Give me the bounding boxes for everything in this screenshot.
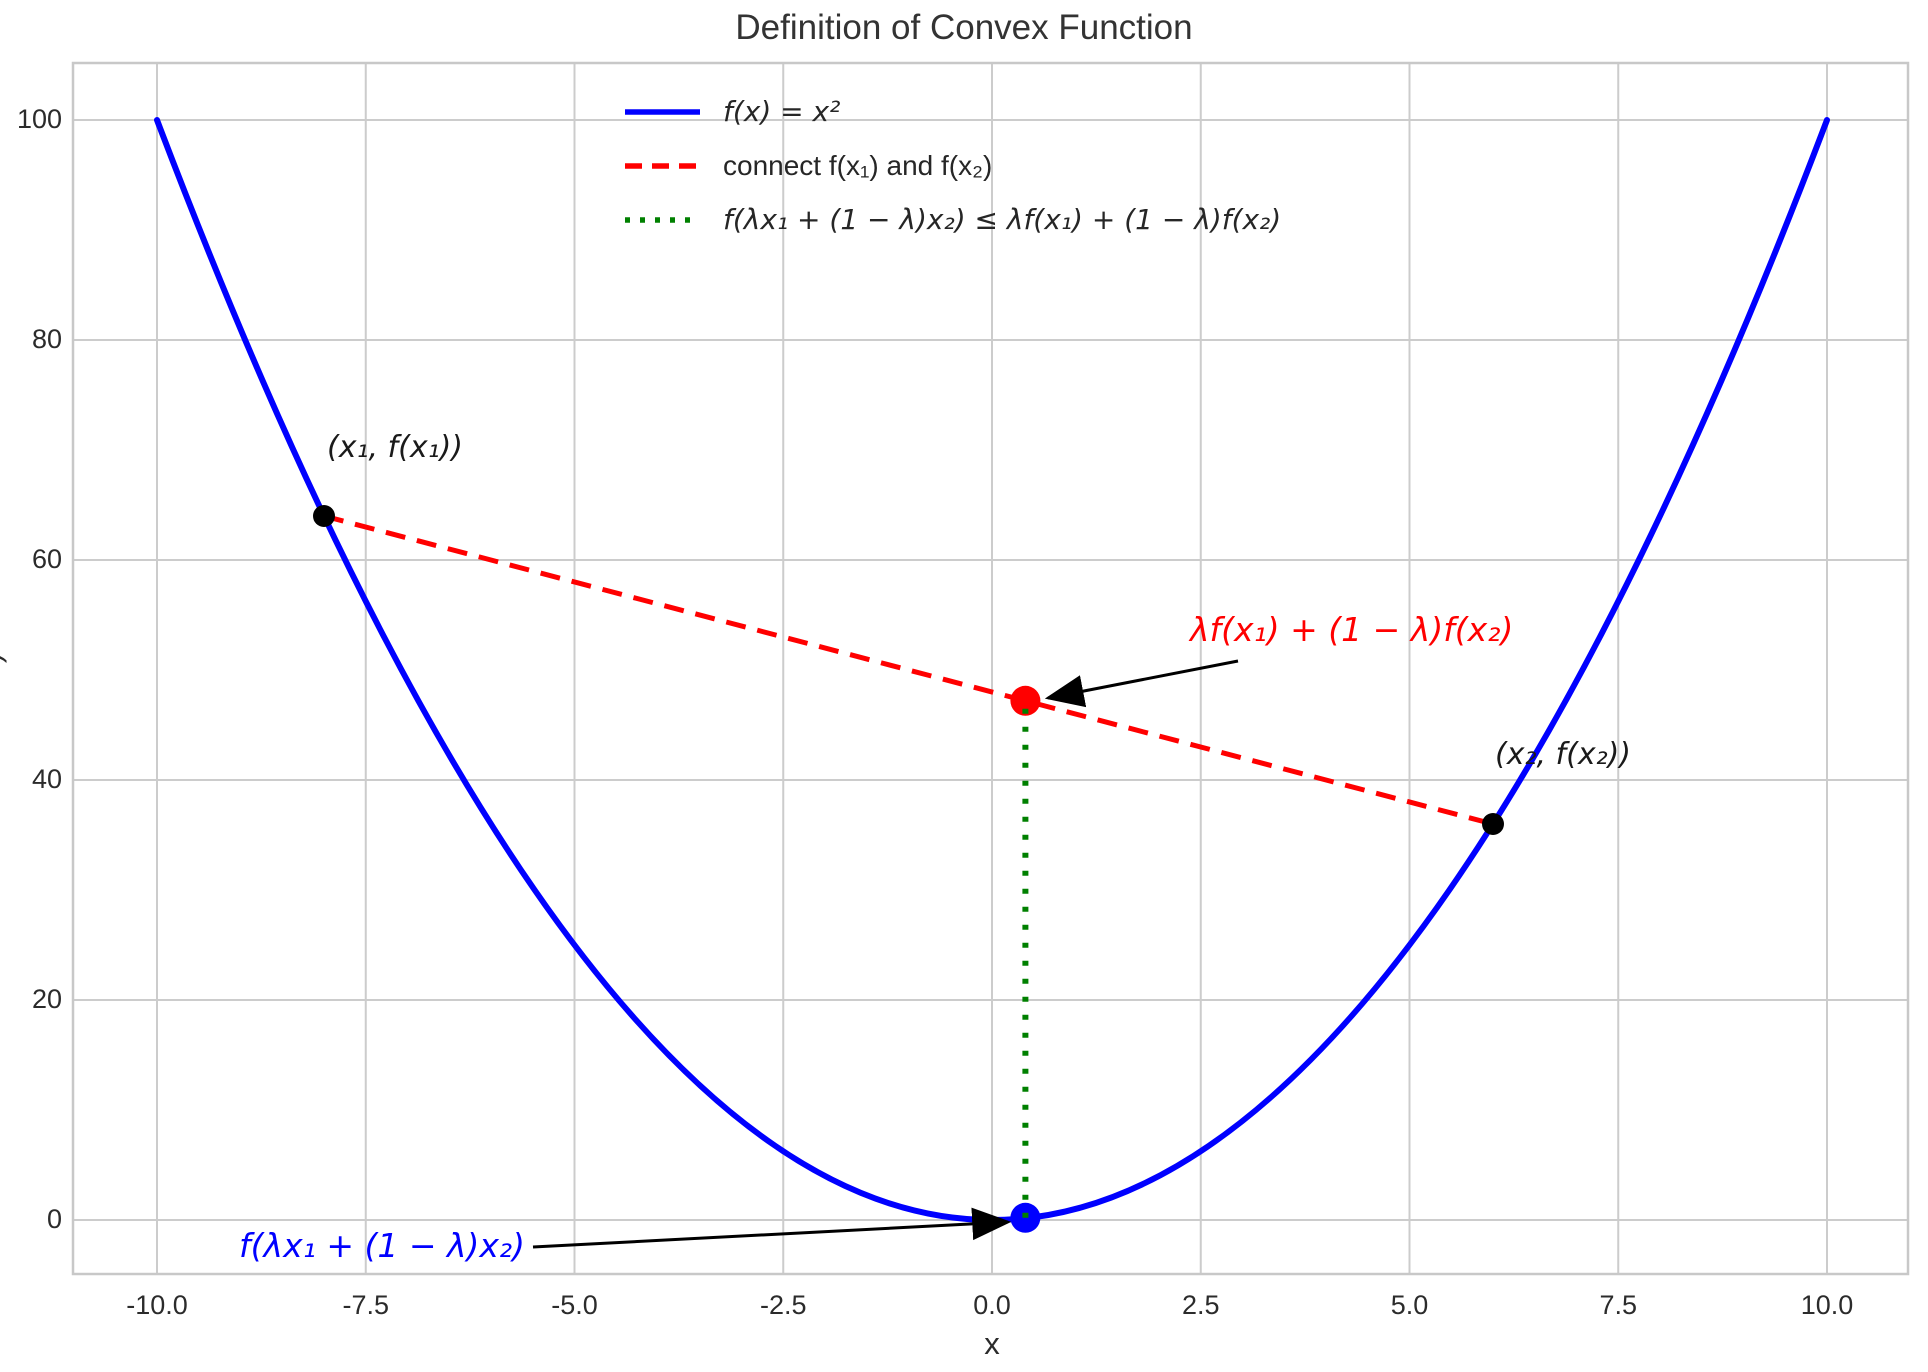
point-chord <box>1010 685 1041 716</box>
x-tick--7.5: -7.5 <box>342 1290 390 1320</box>
x-tick-5.0: 5.0 <box>1390 1290 1429 1320</box>
arrow-to-function-point <box>532 1207 1012 1249</box>
y-tick-80: 80 <box>31 324 62 354</box>
x-axis-label: x <box>984 1326 1000 1361</box>
arrow-to-chord-point <box>1044 659 1239 708</box>
annotation-chord-value: λf(x₁) + (1 − λ)f(x₂) <box>1190 610 1514 649</box>
y-tick-100: 100 <box>16 104 62 134</box>
y-tick-40: 40 <box>31 764 62 794</box>
point-x1 <box>313 505 335 527</box>
point-x2 <box>1482 813 1504 835</box>
x-tick-7.5: 7.5 <box>1599 1290 1638 1320</box>
y-tick-60: 60 <box>31 544 62 574</box>
chord-dashed-line <box>323 513 1494 827</box>
x-tick-10.0: 10.0 <box>1800 1290 1854 1320</box>
chart-title: Definition of Convex Function <box>735 8 1193 47</box>
point-label-x2: (x₂, f(x₂)) <box>1495 737 1632 772</box>
x-tick--10.0: -10.0 <box>126 1290 188 1320</box>
legend-item-0: f(x) = x² <box>723 95 841 128</box>
point-label-x1: (x₁, f(x₁)) <box>327 430 464 465</box>
y-tick-0: 0 <box>46 1204 62 1234</box>
x-tick--2.5: -2.5 <box>759 1290 807 1320</box>
y-tick-20: 20 <box>31 984 62 1014</box>
axes-spines <box>71 61 1910 1276</box>
annotation-function-value: f(λx₁ + (1 − λ)x₂) <box>239 1226 525 1265</box>
y-axis-label-partial: ) <box>0 653 8 663</box>
x-tick-0.0: 0.0 <box>973 1290 1011 1320</box>
x-tick--5.0: -5.0 <box>551 1290 598 1320</box>
legend-item-1: connect f(x₁) and f(x₂) <box>723 150 993 181</box>
x-tick-2.5: 2.5 <box>1181 1290 1220 1320</box>
legend-item-2: f(λx₁ + (1 − λ)x₂) ≤ λf(x₁) + (1 − λ)f(x… <box>723 203 1282 236</box>
